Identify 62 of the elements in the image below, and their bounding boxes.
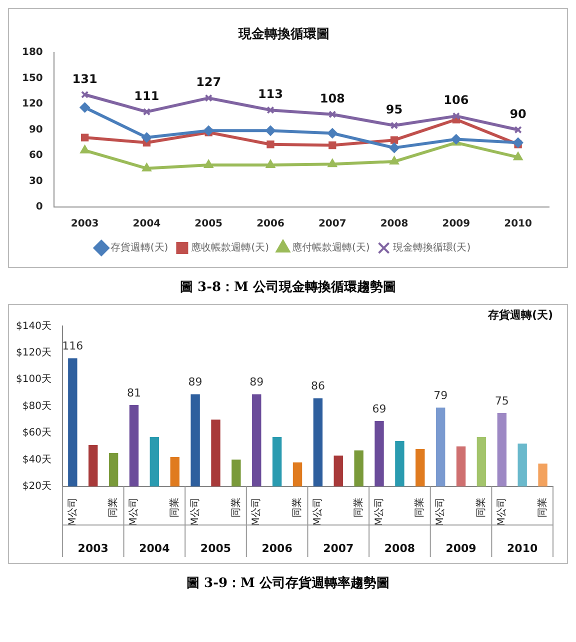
x-tick-label: 2004 xyxy=(132,218,161,230)
caption: 圖 3-8：M 公司現金轉換循環趨勢圖 xyxy=(179,279,397,296)
x-tick-label: 2010 xyxy=(504,218,532,230)
x-tick-label: 同業 xyxy=(475,497,488,518)
x-tick-label: 同業 xyxy=(414,497,426,518)
y-tick-label: $80天 xyxy=(22,400,52,412)
text: 2004 xyxy=(139,542,170,555)
legend-label: 存貨週轉(天) xyxy=(110,242,168,254)
y-tick-label: 150 xyxy=(22,72,43,84)
data-label: 116 xyxy=(62,340,84,353)
text: 2003 xyxy=(78,542,108,555)
y-tick-label: $20天 xyxy=(22,480,52,492)
x-tick-label: 同業 xyxy=(352,497,364,518)
data-label: 86 xyxy=(310,380,325,393)
x-tick-label: 同業 xyxy=(230,497,242,518)
data-label: 131 xyxy=(72,72,98,86)
x-tick-label: 2008 xyxy=(380,218,408,230)
data-label: 113 xyxy=(258,87,284,102)
chart-title: 現金轉換循環圖 xyxy=(238,27,330,42)
x-tick-label: 2006 xyxy=(256,218,284,230)
x-tick-label: 同業 xyxy=(536,497,548,518)
data-label: 69 xyxy=(372,402,386,416)
text: 2010 xyxy=(507,542,538,555)
data-label: 89 xyxy=(250,376,264,389)
data-label: 79 xyxy=(434,388,448,402)
legend-label: 現金轉換循環(天) xyxy=(392,242,471,254)
legend-label: 應收帳款週轉(天) xyxy=(191,242,270,254)
y-tick-label: $100天 xyxy=(16,374,52,386)
text: 2008 xyxy=(384,542,416,555)
text: 2005 xyxy=(200,542,232,555)
y-tick-label: 90 xyxy=(28,124,43,136)
y-tick-label: 60 xyxy=(28,150,43,162)
y-tick-label: 180 xyxy=(22,47,43,58)
x-tick-label: 同業 xyxy=(291,497,304,518)
data-label: 95 xyxy=(386,102,403,117)
text: 2006 xyxy=(262,542,293,555)
y-tick-label: $40天 xyxy=(22,454,52,466)
x-tick-label: 2009 xyxy=(442,218,470,230)
x-tick-label: 2003 xyxy=(70,218,99,230)
legend-label: 應付帳款週轉(天) xyxy=(292,242,370,254)
x-tick-label: 同業 xyxy=(107,497,120,518)
data-label: 81 xyxy=(126,386,141,400)
y-tick-label: $120天 xyxy=(16,347,52,358)
x-tick-label: 2005 xyxy=(194,218,223,230)
data-label: 111 xyxy=(134,88,160,103)
y-tick-label: $60天 xyxy=(22,428,52,439)
data-label: 106 xyxy=(444,93,469,108)
y-tick-label: $140天 xyxy=(16,320,52,332)
data-label: 89 xyxy=(188,376,202,389)
chart-title: 存貨週轉(天) xyxy=(486,308,553,322)
data-label: 90 xyxy=(510,106,526,121)
text: 2007 xyxy=(323,542,354,555)
data-label: 75 xyxy=(494,394,509,408)
caption: 圖 3-9：M 公司存貨週轉率趨勢圖 xyxy=(186,574,390,592)
data-label: 127 xyxy=(196,75,222,90)
y-tick-label: 120 xyxy=(22,98,43,110)
text: 2009 xyxy=(446,542,476,555)
y-tick-label: 30 xyxy=(28,176,43,187)
y-tick-label: 0 xyxy=(36,202,43,213)
x-tick-label: 同業 xyxy=(168,497,180,518)
x-tick-label: 2007 xyxy=(318,218,346,230)
data-label: 108 xyxy=(320,91,345,106)
